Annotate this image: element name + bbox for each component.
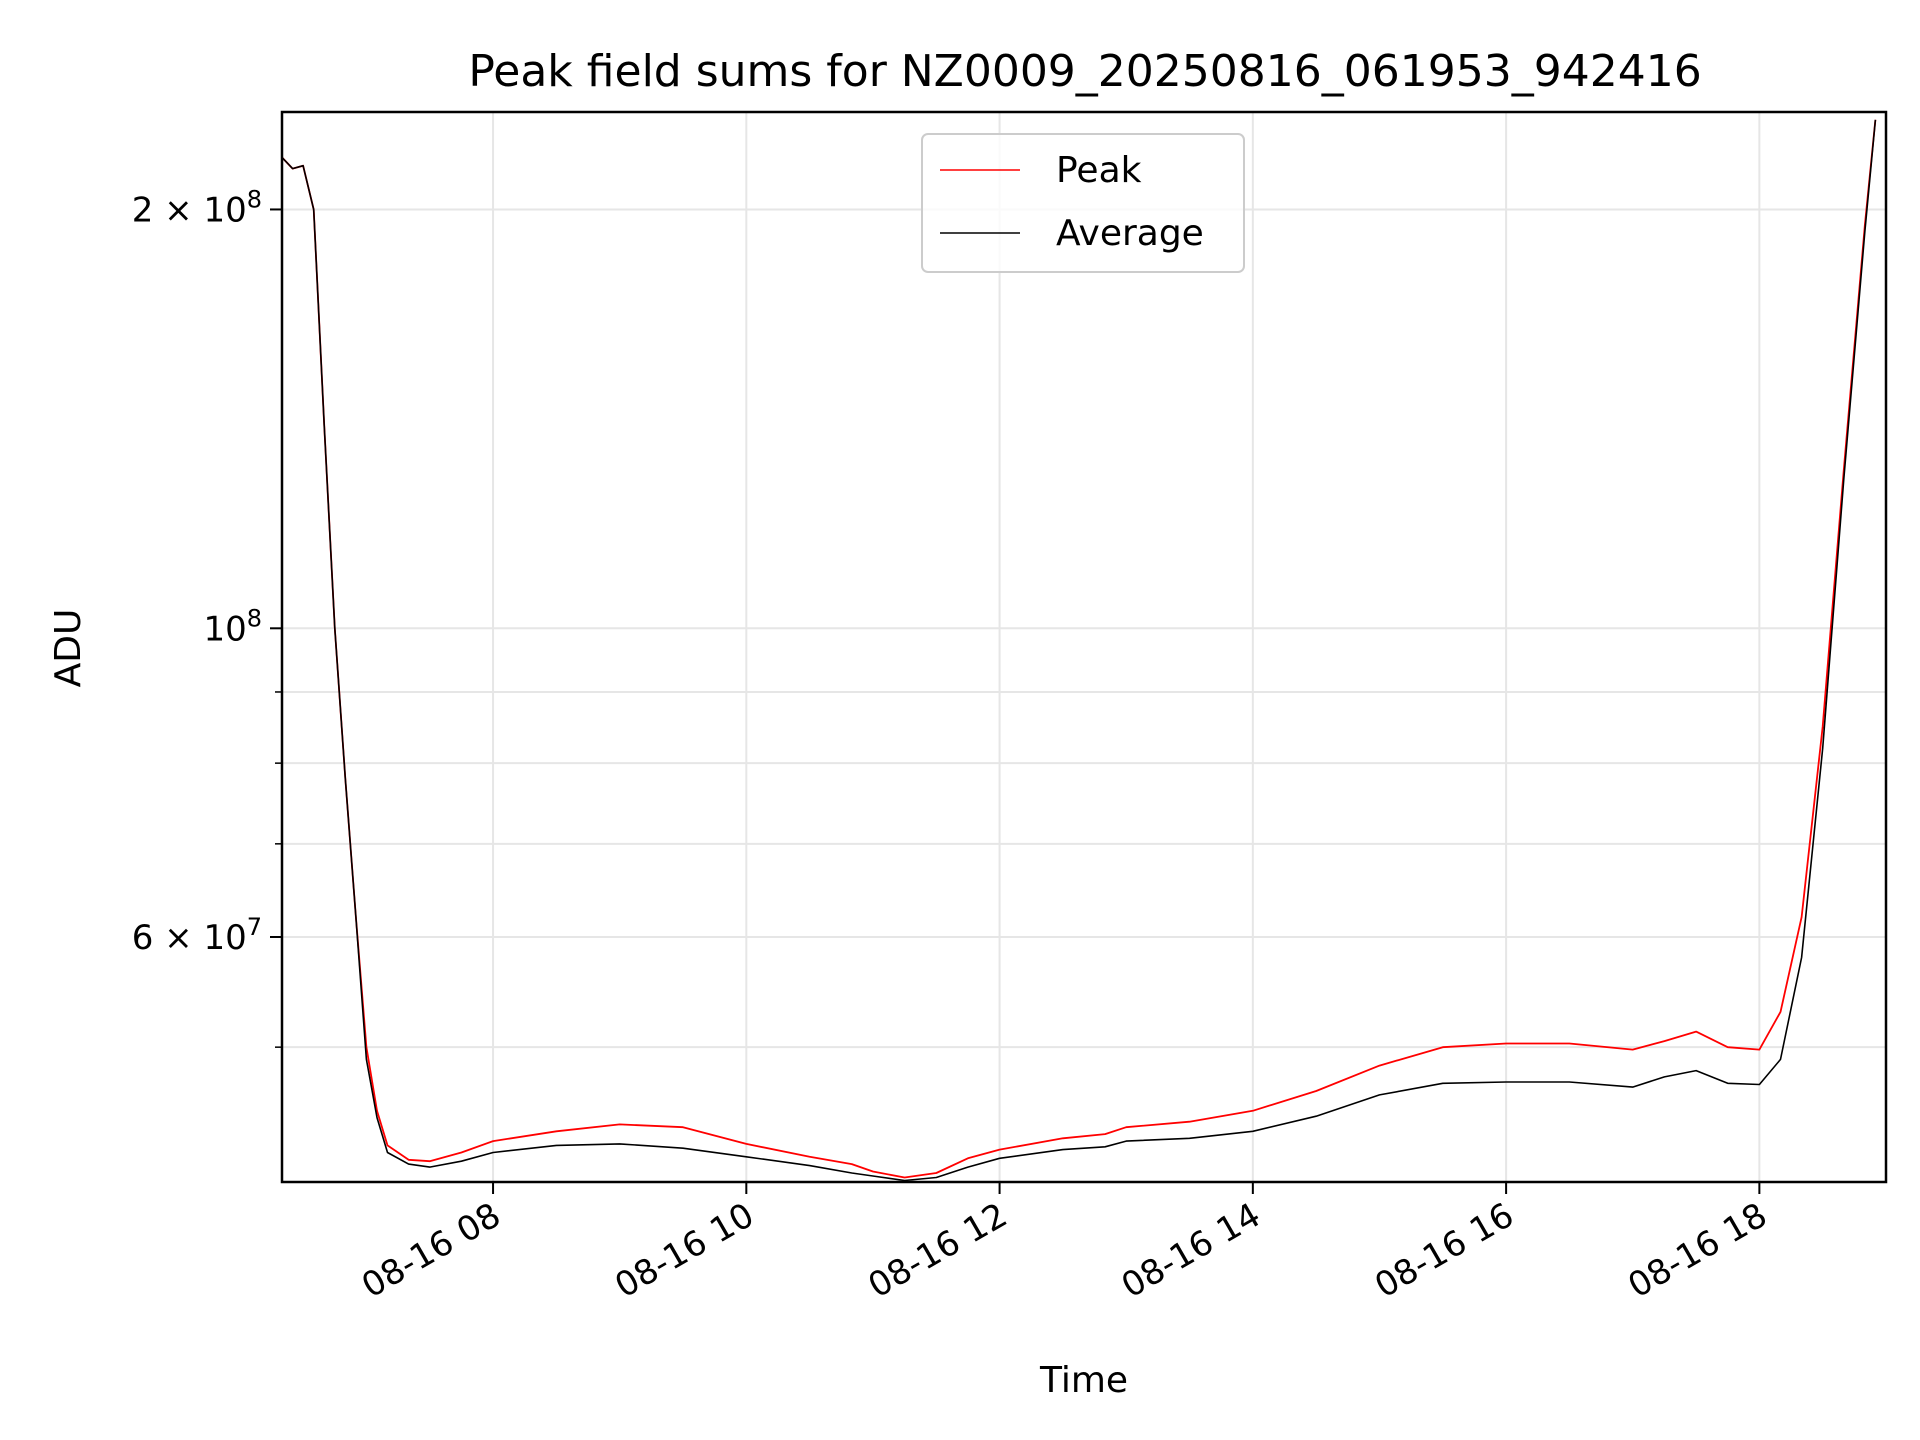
legend-peak-label: Peak (1056, 150, 1142, 191)
grid (282, 112, 1886, 1182)
y-axis: 6 × 107 108 2 × 108 (132, 185, 282, 1048)
series-line-average (282, 119, 1877, 1182)
x-axis-label: Time (1039, 1360, 1128, 1401)
y-axis-label: ADU (48, 609, 89, 688)
legend-average-label: Average (1056, 213, 1204, 254)
legend: Peak Average (921, 133, 1245, 273)
plot-frame (280, 110, 1888, 1184)
y-tick-label: 6 × 107 (132, 913, 262, 958)
legend-box (921, 133, 1245, 273)
chart-title: Peak field sums for NZ0009_20250816_0619… (468, 46, 1701, 97)
series-layer (282, 119, 1877, 1182)
y-tick-label: 2 × 108 (132, 185, 262, 230)
y-tick-label: 108 (203, 604, 262, 649)
